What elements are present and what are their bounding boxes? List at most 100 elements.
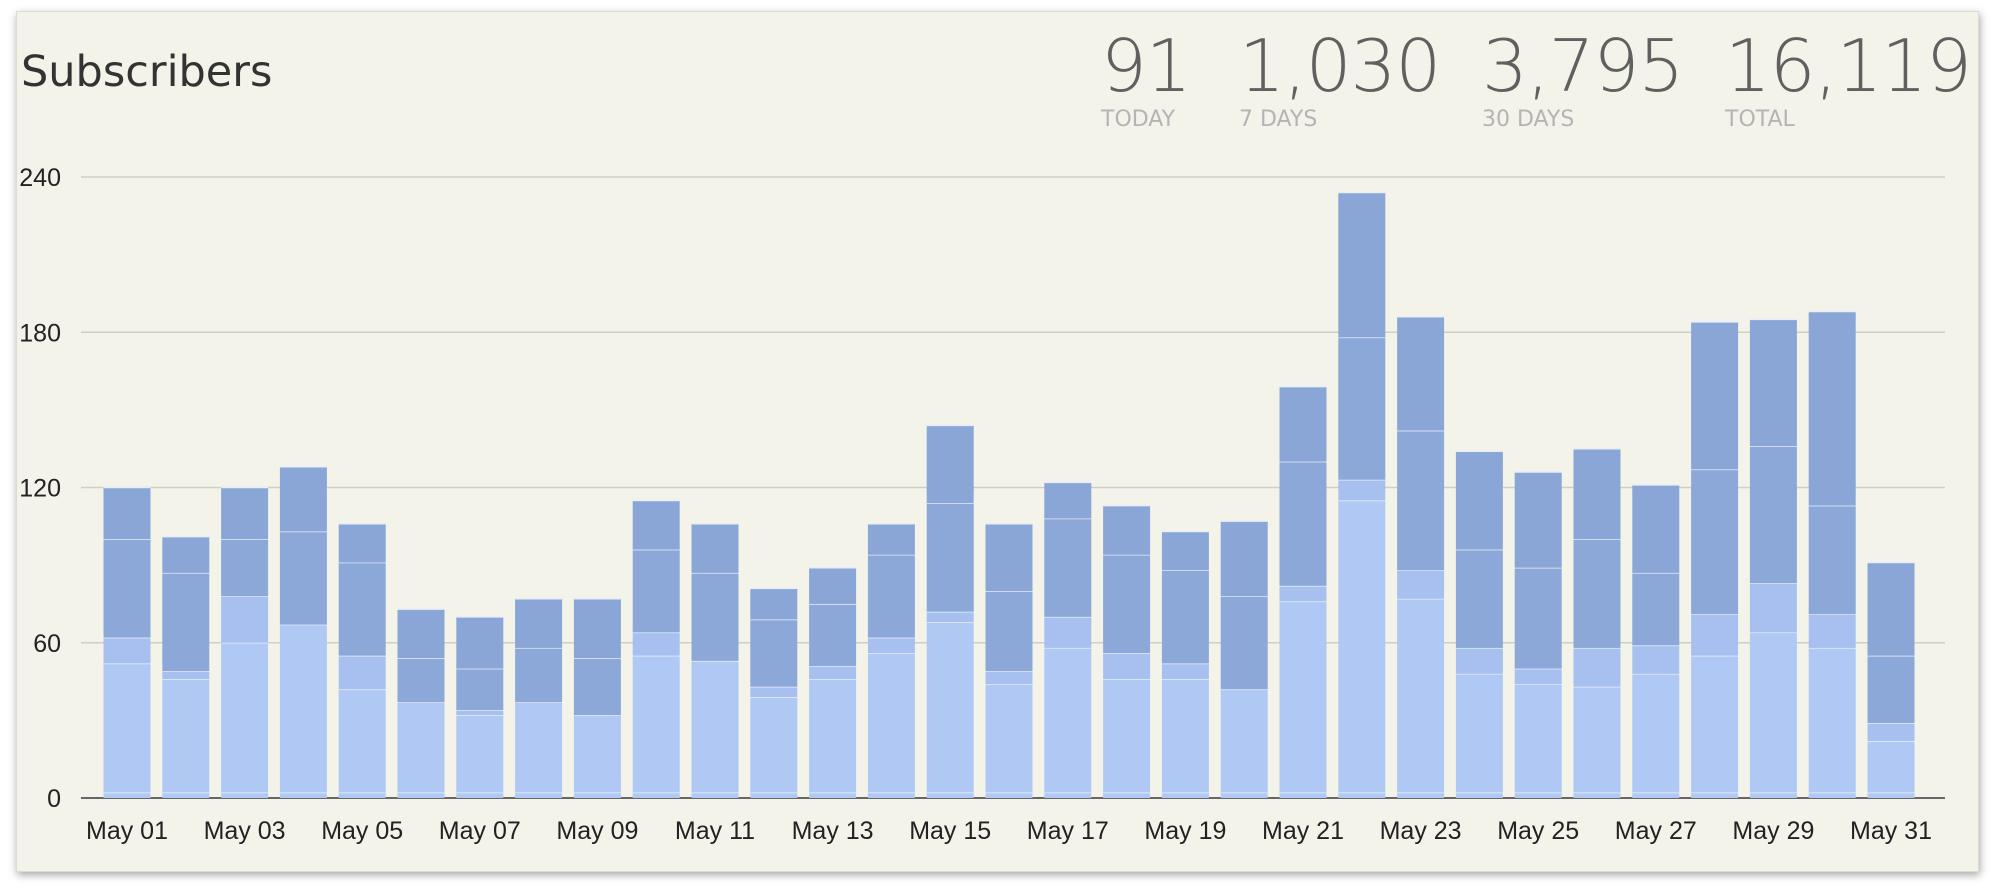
bar-segment xyxy=(1279,461,1327,586)
bar-segment xyxy=(397,609,445,659)
bar-segment xyxy=(338,523,386,563)
bar-segment xyxy=(1808,614,1856,648)
bar-segment xyxy=(1220,689,1268,798)
bar-stack-may-29 xyxy=(1749,318,1797,798)
bar-segment xyxy=(338,655,386,690)
x-tick-label: May 27 xyxy=(1615,817,1697,845)
bar-stack-may-03 xyxy=(221,486,269,798)
bar-segment xyxy=(1749,446,1797,584)
bar-stack-may-17 xyxy=(1044,481,1092,798)
bar-segment xyxy=(1103,505,1151,555)
bar-segment xyxy=(221,487,269,540)
bar-segment xyxy=(1573,539,1621,648)
bar-segment xyxy=(985,671,1033,685)
bar-stack-may-04 xyxy=(279,466,327,798)
bar-segment xyxy=(1749,319,1797,447)
bar-segment xyxy=(1573,647,1621,687)
y-tick-labels: 0 60 120 180 240 xyxy=(19,164,61,813)
bar-stack-may-16 xyxy=(985,522,1033,798)
bar-stack-may-19 xyxy=(1161,530,1209,798)
bar-segment xyxy=(1161,570,1209,664)
x-tick-label: May 17 xyxy=(1027,817,1109,845)
bar-stack-may-13 xyxy=(809,566,857,798)
bar-segment xyxy=(1632,572,1680,646)
stat-7-days-label: 7 DAYS xyxy=(1239,107,1318,132)
bar-segment xyxy=(1514,567,1562,669)
bar-stack-may-22 xyxy=(1338,191,1386,798)
y-tick-label: 120 xyxy=(19,475,61,503)
bar-segment xyxy=(515,647,563,703)
bar-segment xyxy=(926,503,974,612)
bar-segment xyxy=(1103,678,1151,798)
bar-segment xyxy=(926,425,974,504)
y-tick-label: 240 xyxy=(19,164,61,192)
x-tick-label: May 21 xyxy=(1262,817,1344,845)
bar-segment xyxy=(1161,663,1209,679)
stat-7-days-value: 1,030 xyxy=(1239,24,1441,108)
bar-stack-may-21 xyxy=(1279,385,1327,798)
bar-stack-may-09 xyxy=(573,598,621,798)
bar-segment xyxy=(1573,448,1621,540)
bar-segment xyxy=(750,588,798,620)
bar-segment xyxy=(1514,684,1562,798)
bar-segment xyxy=(1397,316,1445,431)
bar-stack-may-23 xyxy=(1397,315,1445,798)
bar-segment xyxy=(456,710,504,716)
bar-stack-may-30 xyxy=(1808,310,1856,798)
stat-7-days: 1,030 7 DAYS xyxy=(1239,22,1441,134)
x-tick-labels: May 01 May 03 May 05 May 07 May 09 May 11 May … xyxy=(86,817,1932,845)
stat-30-days-label: 30 DAYS xyxy=(1482,107,1575,132)
bar-segment xyxy=(1455,647,1503,674)
bar-segment xyxy=(750,686,798,698)
bar-segment xyxy=(1338,479,1386,501)
bar-stack-may-14 xyxy=(867,522,915,798)
bar-segment xyxy=(985,684,1033,798)
bar-segment xyxy=(1161,678,1209,798)
bar-segment xyxy=(162,678,210,798)
bar-segment xyxy=(985,523,1033,591)
bar-stack-may-12 xyxy=(750,587,798,798)
bar-segment xyxy=(1808,505,1856,615)
bar-segment xyxy=(632,655,680,798)
bar-segment xyxy=(221,596,269,643)
x-tick-label: May 13 xyxy=(792,817,874,845)
y-tick-label: 180 xyxy=(19,319,61,347)
bar-segment xyxy=(1749,632,1797,798)
stat-today-label: TODAY xyxy=(1101,107,1176,132)
bar-segment xyxy=(515,598,563,648)
bar-segment xyxy=(1573,686,1621,798)
x-tick-label: May 07 xyxy=(439,817,521,845)
bar-segment xyxy=(809,603,857,667)
bar-segment xyxy=(926,611,974,623)
bar-segment xyxy=(926,622,974,798)
bar-segment xyxy=(1455,673,1503,798)
stat-total-value: 16,119 xyxy=(1725,24,1972,108)
bar-segment xyxy=(867,653,915,798)
bar-segment xyxy=(691,572,739,661)
bar-segment xyxy=(221,642,269,798)
bar-stack-may-07 xyxy=(456,616,504,798)
bar-stack-may-05 xyxy=(338,522,386,798)
stat-total-label: TOTAL xyxy=(1725,107,1795,132)
bar-stack-may-10 xyxy=(632,499,680,798)
bar-segment xyxy=(1338,500,1386,798)
bar-segment xyxy=(338,562,386,656)
bar-segment xyxy=(632,632,680,656)
bar-stack-may-31 xyxy=(1867,561,1915,798)
bar-segment xyxy=(985,591,1033,672)
x-tick-label: May 29 xyxy=(1732,817,1814,845)
bar-segment xyxy=(691,660,739,798)
bar-segment xyxy=(1514,471,1562,568)
bar-segment xyxy=(1044,518,1092,617)
bar-segment xyxy=(1103,653,1151,679)
bar-segment xyxy=(632,500,680,550)
bar-stack-may-15 xyxy=(926,424,974,798)
bar-segment xyxy=(279,624,327,798)
x-tick-label: May 25 xyxy=(1497,817,1579,845)
bar-segment xyxy=(1691,614,1739,656)
bar-segment xyxy=(1397,430,1445,571)
stat-30-days-value: 3,795 xyxy=(1482,24,1684,108)
bar-segment xyxy=(1867,722,1915,742)
bar-segment xyxy=(1455,549,1503,648)
bar-segment xyxy=(691,523,739,573)
